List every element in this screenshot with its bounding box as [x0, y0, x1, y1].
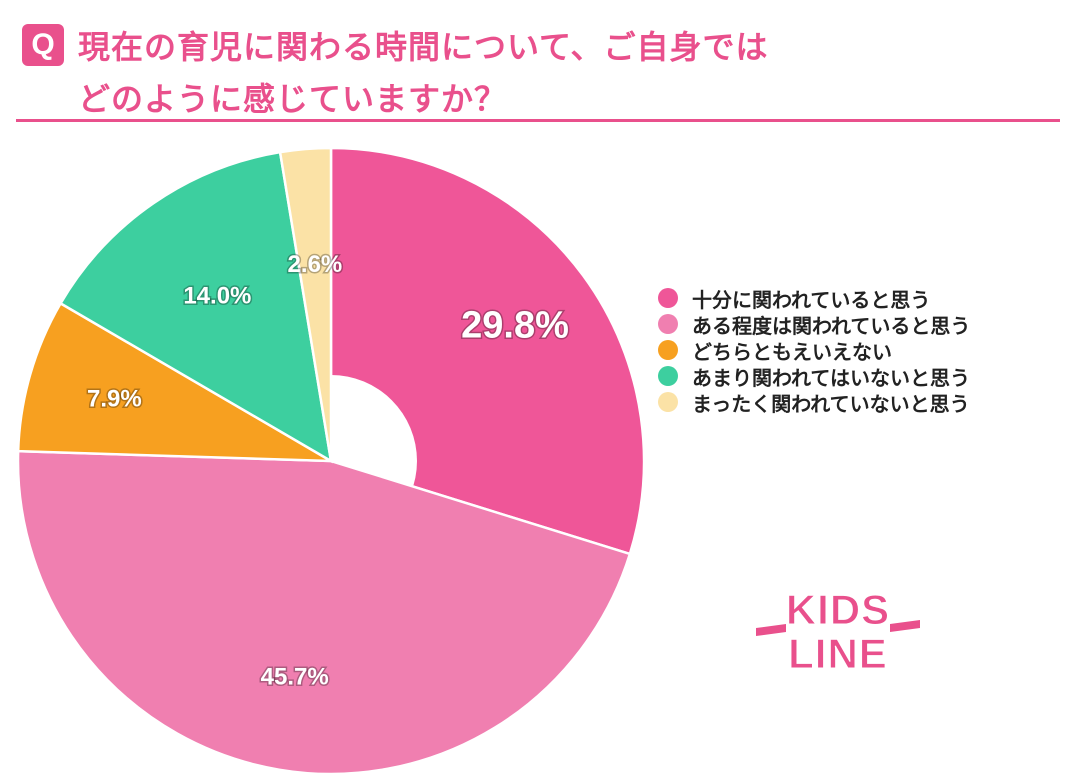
header: Q 現在の育児に関わる時間について、ご自身では どのように感じていますか？ [0, 0, 1078, 130]
data-label-1: 29.8% [461, 305, 569, 347]
legend-item-1: 十分に関われていると思う [658, 285, 970, 312]
pie-slice-5 [278, 146, 333, 462]
legend: 十分に関われていると思う ある程度は関われていると思う どちらともえいえない あ… [658, 285, 971, 416]
data-label-4: 14.0% [183, 283, 251, 310]
legend-label-1: 十分に関われていると思う [692, 287, 931, 312]
legend-swatch-1 [658, 288, 678, 308]
pie-slice-3 [16, 301, 332, 463]
legend-item-3: どちらともえいえない [658, 337, 970, 364]
legend-item-4: あまり関われてはいないと思う [658, 363, 970, 390]
legend-swatch-5 [658, 392, 678, 412]
data-label-3: 7.9% [87, 385, 142, 412]
data-label-5: 2.6% [288, 251, 343, 278]
pie-slice-2 [16, 449, 632, 776]
legend-item-5: まったく関われていないと思う [658, 389, 970, 416]
kidsline-logo: KIDS LINE [756, 586, 920, 678]
legend-label-5: まったく関われていないと思う [692, 391, 970, 416]
legend-swatch-4 [658, 366, 678, 386]
legend-label-2: ある程度は関われていると思う [692, 313, 971, 338]
header-divider [16, 119, 1060, 122]
logo-text-kids: KIDS [786, 586, 890, 633]
question-badge: Q [22, 24, 64, 66]
logo-left-arm [756, 624, 786, 636]
legend-swatch-2 [658, 314, 678, 334]
question-title-line-1: 現在の育児に関わる時間について、ご自身では [78, 28, 769, 66]
pie-slice-4 [58, 150, 333, 464]
donut-chart: 29.8% 45.7% 7.9% 14.0% 2.6% [16, 146, 646, 776]
question-title-line-2: どのように感じていますか？ [78, 80, 508, 118]
data-label-2: 45.7% [261, 664, 329, 691]
logo-right-arm [890, 620, 920, 632]
legend-swatch-3 [658, 340, 678, 360]
logo-text-line: LINE [788, 630, 888, 677]
legend-label-4: あまり関われてはいないと思う [692, 365, 970, 390]
legend-label-3: どちらともえいえない [692, 339, 892, 364]
legend-item-2: ある程度は関われていると思う [658, 311, 971, 338]
